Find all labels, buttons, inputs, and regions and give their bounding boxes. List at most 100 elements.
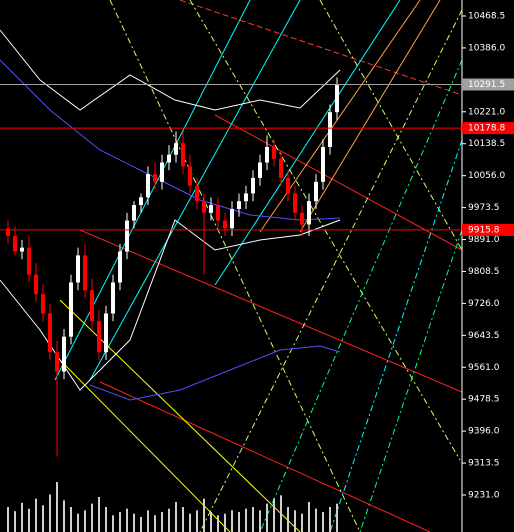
candle-body <box>90 290 94 322</box>
volume-bar <box>266 503 268 532</box>
candle-body <box>132 205 136 221</box>
candle-body <box>153 174 157 182</box>
volume-bar <box>287 507 289 532</box>
candle-body <box>125 220 129 252</box>
volume-bar <box>182 507 184 532</box>
channel-line <box>214 114 463 251</box>
candle-body <box>300 212 304 225</box>
volume-bar <box>56 482 58 532</box>
candle-body <box>118 251 122 283</box>
pitchfork-line <box>59 359 231 532</box>
volume-bar <box>315 508 317 532</box>
y-tick-label: 9396.0 <box>468 427 500 437</box>
candle-body <box>104 313 108 353</box>
price-label-box <box>462 78 514 91</box>
candle-body <box>258 162 262 178</box>
y-tick-label: 10468.5 <box>468 11 505 21</box>
volume-bar <box>231 510 233 532</box>
volume-bar <box>280 495 282 532</box>
candle-body <box>328 112 332 148</box>
volume-bar <box>77 513 79 532</box>
candle-body <box>27 247 31 275</box>
candle-body <box>62 336 66 372</box>
pitchfork-line <box>54 0 251 381</box>
volume-bar <box>133 513 135 532</box>
y-tick-label: 9643.5 <box>468 331 500 341</box>
y-tick-label: 9973.5 <box>468 203 500 213</box>
volume-bar <box>119 512 121 532</box>
volume-bar <box>294 510 296 532</box>
price-label-box <box>462 122 514 135</box>
price-label: 10291.5 <box>468 80 505 90</box>
price-label-box <box>462 223 514 236</box>
candle-body <box>293 193 297 213</box>
y-tick-label: 10138.5 <box>468 139 505 149</box>
volume-bar <box>63 500 65 532</box>
volume-bar <box>161 512 163 532</box>
y-tick-label: 10386.0 <box>468 43 505 53</box>
candle-body <box>321 147 325 182</box>
volume-bar <box>301 513 303 532</box>
candle-body <box>76 255 80 283</box>
candle-body <box>111 282 115 314</box>
price-label: 9915.8 <box>468 225 500 235</box>
candle-body <box>265 147 269 163</box>
y-tick-label: 9313.5 <box>468 459 500 469</box>
candle-body <box>251 177 255 194</box>
volume-bar <box>329 507 331 532</box>
candle-body <box>286 177 290 194</box>
candle-body <box>83 255 87 291</box>
y-tick-label: 9726.0 <box>468 299 500 309</box>
y-tick-label: 9808.5 <box>468 267 500 277</box>
volume-bar <box>252 507 254 532</box>
candle-body <box>237 201 241 209</box>
candle-body <box>223 220 227 229</box>
band-line <box>0 29 341 111</box>
candle-body <box>202 201 206 213</box>
price-label: 10178.8 <box>468 124 505 134</box>
candle-body <box>34 274 38 295</box>
candle-body <box>174 143 178 155</box>
y-tick-label: 9478.5 <box>468 395 500 405</box>
volume-bar <box>168 508 170 532</box>
volume-bar <box>196 510 198 532</box>
volume-bar <box>91 503 93 532</box>
volume-bar <box>308 502 310 532</box>
candle-body <box>41 294 45 314</box>
volume-bar <box>189 513 191 532</box>
volume-bar <box>245 508 247 532</box>
volume-bar <box>147 510 149 532</box>
guide-line <box>329 139 463 532</box>
pitchfork-line <box>214 0 401 286</box>
ma-line <box>0 59 341 221</box>
volume-bar <box>224 513 226 532</box>
volume-bar <box>336 503 338 532</box>
guide-line <box>359 229 463 532</box>
y-tick-label: 9231.0 <box>468 490 500 500</box>
channel-line <box>179 0 463 96</box>
volume-bar <box>238 512 240 532</box>
candle-body <box>279 158 283 178</box>
candle-body <box>181 143 185 167</box>
volume-bar <box>273 498 275 532</box>
volume-bar <box>259 510 261 532</box>
candle-body <box>6 228 10 237</box>
candle-body <box>97 321 101 353</box>
guide-line <box>319 0 463 251</box>
volume-bar <box>203 498 205 532</box>
candle-body <box>13 236 17 252</box>
y-tick-label: 10221.0 <box>468 107 505 117</box>
candle-body <box>48 313 52 353</box>
candle-body <box>188 166 192 186</box>
volume-bar <box>322 512 324 532</box>
candle-body <box>272 147 276 159</box>
guide-line <box>199 9 463 532</box>
candle-body <box>335 85 339 113</box>
candle-body <box>209 205 213 213</box>
channel-line <box>99 381 431 532</box>
candle-body <box>69 282 73 337</box>
channel-line <box>79 229 463 393</box>
volume-bar <box>112 515 114 532</box>
volume-bar <box>98 497 100 532</box>
